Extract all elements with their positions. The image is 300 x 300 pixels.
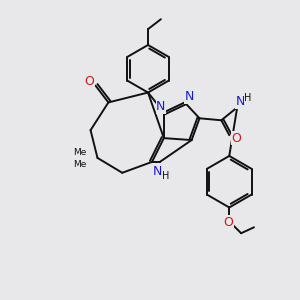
Text: N: N: [185, 90, 194, 103]
Text: N: N: [236, 95, 245, 108]
Text: O: O: [223, 216, 233, 229]
Text: Me: Me: [73, 160, 86, 169]
Text: O: O: [231, 132, 241, 145]
Text: H: H: [244, 94, 252, 103]
Text: N: N: [153, 165, 163, 178]
Text: H: H: [162, 171, 169, 181]
Text: N: N: [156, 100, 166, 113]
Text: O: O: [85, 75, 94, 88]
Text: Me: Me: [73, 148, 86, 158]
